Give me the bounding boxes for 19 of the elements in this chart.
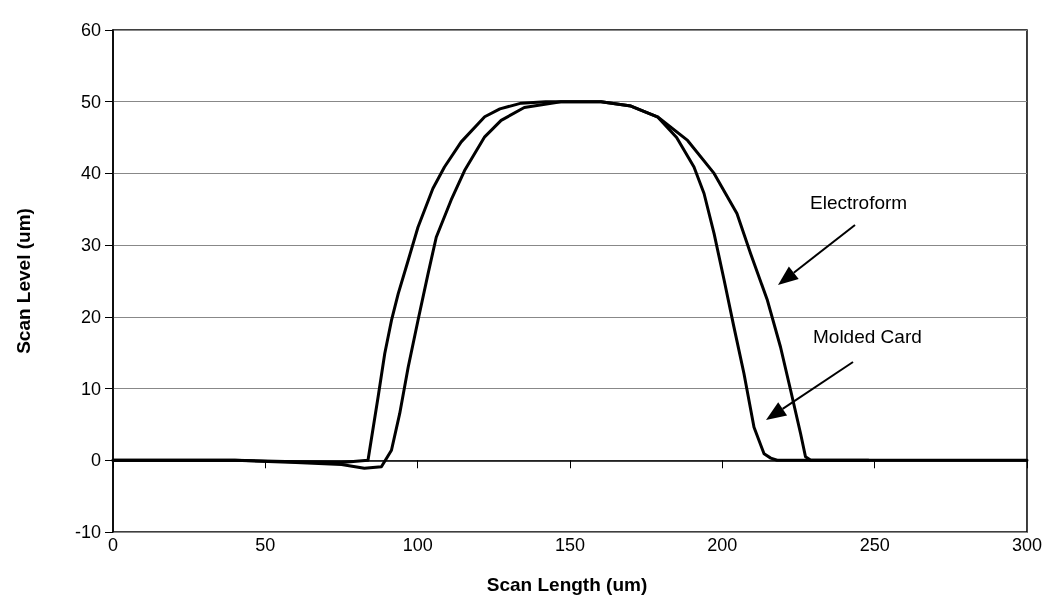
x-tick-label: 250 [859, 535, 890, 555]
y-tick-label: -10 [74, 522, 101, 542]
x-tick-label: 50 [255, 535, 276, 555]
y-tick-label: 60 [80, 20, 101, 40]
x-tick-label: 0 [107, 535, 119, 555]
y-axis-title: Scan Level (um) [13, 208, 34, 354]
annotation: Molded Card [813, 326, 922, 347]
y-tick-label: 30 [80, 235, 101, 256]
annotation: Electroform [810, 192, 908, 213]
y-tick-label: 40 [80, 163, 101, 184]
x-tick-label: 300 [1011, 535, 1043, 555]
x-tick-label: 200 [707, 535, 738, 555]
y-tick-label: 0 [90, 450, 101, 471]
x-tick-label: 150 [554, 535, 586, 555]
y-tick-label: 10 [80, 378, 101, 399]
x-tick-label: 100 [402, 535, 433, 555]
y-tick-label: 50 [80, 91, 101, 112]
x-axis-title: Scan Length (um) [486, 574, 648, 595]
y-tick-label: 20 [80, 306, 101, 327]
